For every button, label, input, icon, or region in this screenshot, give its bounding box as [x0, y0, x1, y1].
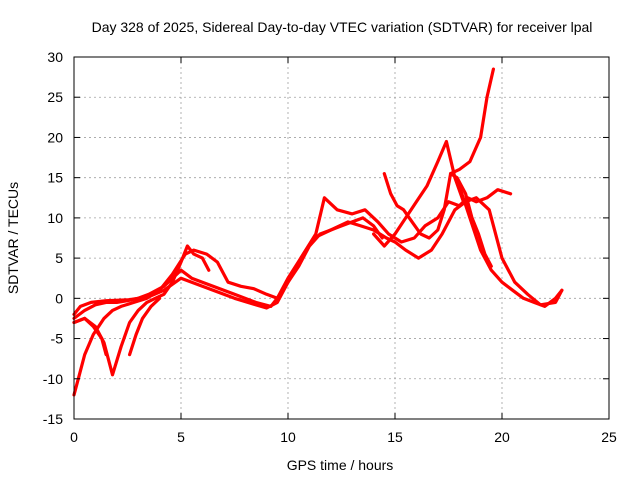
- series-line-track-3: [72, 216, 384, 397]
- y-tick-label: -15: [43, 411, 63, 427]
- chart-title: Day 328 of 2025, Sidereal Day-to-day VTE…: [92, 19, 593, 35]
- series-line-track-4: [72, 244, 211, 377]
- series-line-track-6: [128, 296, 162, 357]
- series-line-track-10: [457, 184, 564, 308]
- y-axis-label: SDTVAR / TECUs: [5, 182, 21, 294]
- x-tick-label: 0: [70, 429, 78, 445]
- y-tick-label: 5: [55, 250, 63, 266]
- y-tick-label: 25: [47, 89, 63, 105]
- series-line-track-5: [72, 316, 108, 357]
- x-axis-label: GPS time / hours: [287, 457, 394, 473]
- y-tick-label: 30: [47, 49, 63, 65]
- tick-labels: 0 5 10 15 20 25 -15 -10 -5 0 5 10 15 20 25 30: [43, 49, 617, 445]
- series-line-track-7: [382, 172, 493, 268]
- series-line-track-8: [372, 139, 466, 248]
- x-tick-label: 15: [387, 429, 403, 445]
- y-tick-label: 15: [47, 170, 63, 186]
- data-series: [72, 67, 564, 397]
- x-tick-label: 10: [280, 429, 296, 445]
- y-tick-label: -10: [43, 371, 63, 387]
- x-tick-label: 20: [494, 429, 510, 445]
- plot-frame: [73, 56, 610, 420]
- x-tick-label: 25: [601, 429, 617, 445]
- y-tick-label: 10: [47, 210, 63, 226]
- grid: [74, 57, 609, 419]
- x-tick-label: 5: [177, 429, 185, 445]
- series-line-track-9: [449, 67, 495, 176]
- y-tick-label: -5: [51, 331, 64, 347]
- y-tick-label: 0: [55, 290, 63, 306]
- y-tick-label: 20: [47, 129, 63, 145]
